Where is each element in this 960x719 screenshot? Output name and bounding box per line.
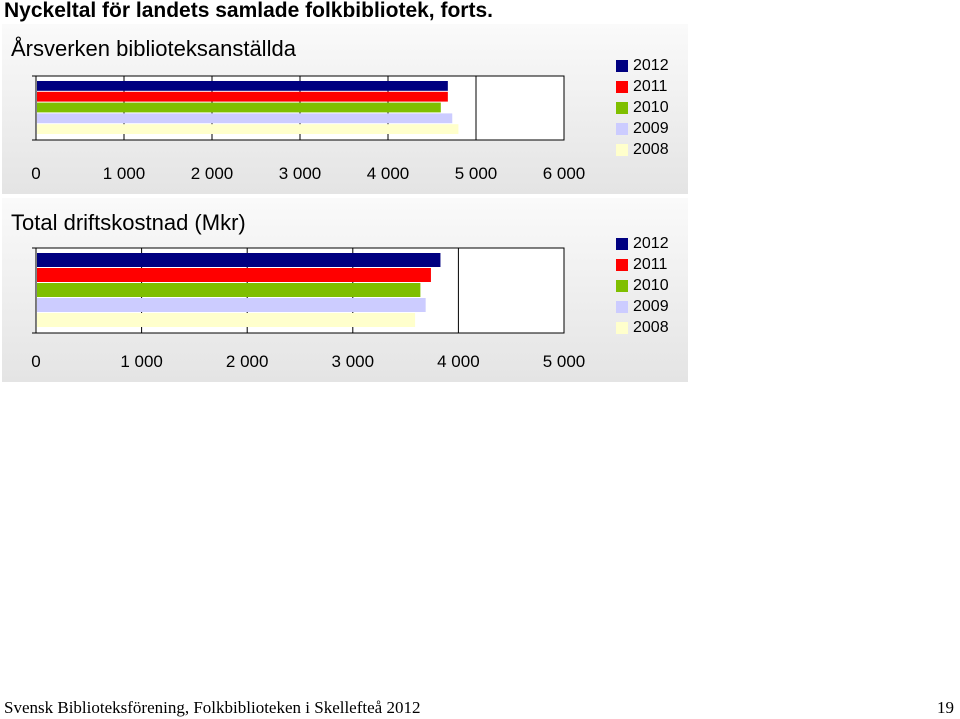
- legend-item-2010: 2010: [616, 275, 669, 296]
- legend-item-2008: 2008: [616, 139, 669, 160]
- chart-panel-cost: Total driftskostnad (Mkr) 0 1 000 2 000 3 0…: [2, 198, 688, 382]
- legend-swatch: [616, 59, 628, 72]
- legend-item-2008: 2008: [616, 317, 669, 338]
- footer-text: Svensk Biblioteksförening, Folkbibliotek…: [4, 698, 421, 717]
- x-tick-label: 2 000: [226, 352, 269, 371]
- legend-label: 2008: [633, 141, 669, 158]
- legend-item-2010: 2010: [616, 97, 669, 118]
- legend-swatch: [616, 279, 628, 292]
- chart-title: Total driftskostnad (Mkr): [11, 210, 246, 235]
- staff-bar-chart: 0 1 000 2 000 3 000 4 000 5 000 6 000: [31, 75, 586, 183]
- bar-2010: [37, 283, 421, 297]
- legend-label: 2011: [633, 256, 668, 273]
- bar-2009: [37, 113, 453, 124]
- chart-panel-staff: Årsverken biblioteksanställda 0 1 000 2 00…: [2, 24, 688, 194]
- legend-label: 2009: [633, 120, 669, 137]
- legend-label: 2008: [633, 319, 669, 336]
- bar-2008: [37, 124, 459, 134]
- x-tick-label: 3 000: [279, 164, 322, 183]
- legend-swatch: [616, 122, 628, 135]
- x-tick-label: 1 000: [103, 164, 146, 183]
- x-tick-label: 5 000: [543, 352, 586, 371]
- legend-item-2009: 2009: [616, 296, 669, 317]
- legend-label: 2009: [633, 298, 669, 315]
- legend-swatch: [616, 300, 628, 313]
- x-tick-label: 5 000: [455, 164, 498, 183]
- legend-swatch: [616, 258, 628, 271]
- x-tick-label: 4 000: [367, 164, 410, 183]
- page-title: Nyckeltal för landets samlade folkbiblio…: [4, 0, 493, 22]
- legend-label: 2012: [633, 57, 669, 74]
- legend-swatch: [616, 237, 628, 250]
- x-tick-label: 3 000: [332, 352, 375, 371]
- bar-2011: [37, 268, 431, 282]
- legend-label: 2012: [633, 235, 669, 252]
- legend-item-2012: 2012: [616, 233, 669, 254]
- cost-bar-chart: 0 1 000 2 000 3 000 4 000 5 000: [31, 247, 586, 371]
- bar-2011: [37, 91, 448, 102]
- chart-legend: 2012 2011 2010 2009 2008: [616, 55, 669, 160]
- x-tick-label: 1 000: [120, 352, 163, 371]
- x-tick-label: 0: [31, 352, 40, 371]
- legend-swatch: [616, 101, 628, 114]
- x-tick-label: 4 000: [437, 352, 480, 371]
- x-tick-label: 6 000: [543, 164, 586, 183]
- page-footer: Svensk Biblioteksförening, Folkbibliotek…: [4, 697, 956, 719]
- legend-item-2011: 2011: [616, 254, 669, 275]
- legend-item-2011: 2011: [616, 76, 669, 97]
- chart-legend: 2012 2011 2010 2009 2008: [616, 233, 669, 338]
- x-tick-label: 0: [31, 164, 40, 183]
- bar-2012: [37, 253, 441, 267]
- page-number: 19: [937, 698, 954, 717]
- legend-swatch: [616, 80, 628, 93]
- chart-title: Årsverken biblioteksanställda: [11, 36, 296, 61]
- legend-swatch: [616, 321, 628, 334]
- legend-item-2012: 2012: [616, 55, 669, 76]
- legend-swatch: [616, 143, 628, 156]
- bar-2012: [37, 81, 448, 91]
- legend-label: 2010: [633, 99, 669, 116]
- legend-label: 2010: [633, 277, 669, 294]
- x-tick-label: 2 000: [191, 164, 234, 183]
- legend-item-2009: 2009: [616, 118, 669, 139]
- legend-label: 2011: [633, 78, 668, 95]
- bar-2008: [37, 313, 416, 327]
- bar-2009: [37, 298, 426, 312]
- bar-2010: [37, 102, 441, 113]
